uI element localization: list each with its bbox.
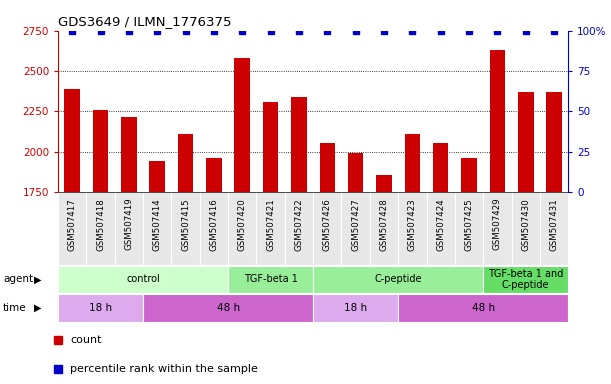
Text: ▶: ▶ <box>34 303 41 313</box>
Bar <box>313 295 398 322</box>
Text: count: count <box>70 335 102 345</box>
Text: GSM507416: GSM507416 <box>210 198 219 251</box>
Bar <box>313 192 342 265</box>
Bar <box>370 192 398 265</box>
Text: ▶: ▶ <box>34 274 41 285</box>
Bar <box>291 97 307 192</box>
Bar <box>172 192 200 265</box>
Text: 48 h: 48 h <box>216 303 240 313</box>
Bar <box>348 153 364 192</box>
Text: GSM507428: GSM507428 <box>379 198 389 251</box>
Bar <box>483 192 511 265</box>
Text: GSM507421: GSM507421 <box>266 198 275 251</box>
Text: GSM507420: GSM507420 <box>238 198 247 251</box>
Bar <box>228 192 257 265</box>
Text: GSM507418: GSM507418 <box>96 198 105 251</box>
Text: control: control <box>126 274 160 285</box>
Text: GSM507427: GSM507427 <box>351 198 360 251</box>
Text: 18 h: 18 h <box>344 303 367 313</box>
Bar <box>404 134 420 192</box>
Bar <box>313 266 483 293</box>
Bar <box>235 58 250 192</box>
Text: TGF-beta 1: TGF-beta 1 <box>244 274 298 285</box>
Bar <box>58 295 143 322</box>
Bar <box>285 192 313 265</box>
Text: GSM507431: GSM507431 <box>549 198 558 251</box>
Bar <box>461 158 477 192</box>
Bar <box>263 103 279 192</box>
Text: GDS3649 / ILMN_1776375: GDS3649 / ILMN_1776375 <box>58 15 232 28</box>
Bar <box>121 117 137 192</box>
Bar <box>489 50 505 192</box>
Bar <box>228 266 313 293</box>
Bar <box>376 175 392 192</box>
Text: GSM507417: GSM507417 <box>68 198 77 251</box>
Bar <box>433 143 448 192</box>
Text: TGF-beta 1 and
C-peptide: TGF-beta 1 and C-peptide <box>488 268 563 290</box>
Bar <box>518 92 533 192</box>
Bar <box>511 192 540 265</box>
Bar <box>320 143 335 192</box>
Text: GSM507414: GSM507414 <box>153 198 162 251</box>
Bar <box>342 192 370 265</box>
Bar <box>546 92 562 192</box>
Bar <box>86 192 115 265</box>
Text: GSM507424: GSM507424 <box>436 198 445 251</box>
Text: GSM507430: GSM507430 <box>521 198 530 251</box>
Bar <box>115 192 143 265</box>
Bar <box>143 295 313 322</box>
Bar <box>455 192 483 265</box>
Text: 18 h: 18 h <box>89 303 112 313</box>
Text: agent: agent <box>3 274 33 285</box>
Bar <box>483 266 568 293</box>
Bar <box>200 192 228 265</box>
Bar <box>58 192 86 265</box>
Text: time: time <box>3 303 27 313</box>
Bar <box>58 266 228 293</box>
Bar <box>426 192 455 265</box>
Bar <box>398 295 568 322</box>
Text: GSM507422: GSM507422 <box>295 198 304 251</box>
Text: GSM507423: GSM507423 <box>408 198 417 251</box>
Text: C-peptide: C-peptide <box>375 274 422 285</box>
Bar <box>178 134 194 192</box>
Bar <box>64 89 80 192</box>
Bar <box>257 192 285 265</box>
Text: GSM507425: GSM507425 <box>464 198 474 251</box>
Bar <box>150 161 165 192</box>
Bar <box>206 158 222 192</box>
Text: GSM507429: GSM507429 <box>493 198 502 250</box>
Text: percentile rank within the sample: percentile rank within the sample <box>70 364 258 374</box>
Bar <box>143 192 172 265</box>
Bar <box>540 192 568 265</box>
Text: GSM507426: GSM507426 <box>323 198 332 251</box>
Text: GSM507415: GSM507415 <box>181 198 190 251</box>
Bar <box>93 110 108 192</box>
Text: GSM507419: GSM507419 <box>125 198 133 250</box>
Text: 48 h: 48 h <box>472 303 495 313</box>
Bar <box>398 192 426 265</box>
